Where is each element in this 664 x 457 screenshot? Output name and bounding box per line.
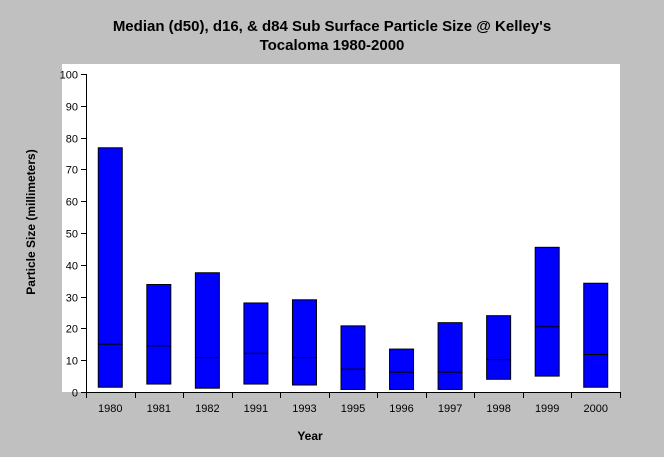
x-tick-label: 1995 (341, 403, 365, 415)
x-axis-title: Year (297, 429, 323, 443)
range-bar (486, 315, 512, 380)
range-bar (97, 147, 123, 388)
range-bar (146, 284, 172, 385)
x-axis-ticks: 1980 1981 1982 1991 1993 1995 1996 1997 1998 1999… (86, 392, 621, 415)
chart-title-line1: Median (d50), d16, & d84 Sub Surface Par… (113, 18, 551, 35)
range-bar (243, 302, 269, 385)
y-tick-label: 20 (66, 324, 78, 336)
range-bar (291, 299, 317, 386)
x-tick-label: 1982 (195, 403, 219, 415)
y-tick-label: 40 (66, 261, 78, 273)
range-bar (534, 246, 560, 377)
bars (97, 147, 609, 390)
y-tick-label: 80 (66, 134, 78, 146)
chart-title-line2: Tocaloma 1980-2000 (260, 37, 405, 54)
y-tick-label: 70 (66, 165, 78, 177)
y-tick-label: 0 (72, 388, 78, 400)
range-bar (340, 325, 366, 390)
x-tick-label: 1997 (438, 403, 462, 415)
x-tick-label: 1980 (98, 403, 122, 415)
y-tick-label: 10 (66, 356, 78, 368)
range-bar (194, 272, 220, 389)
y-tick-label: 100 (60, 70, 78, 82)
y-tick-label: 90 (66, 102, 78, 114)
y-tick-label: 30 (66, 293, 78, 305)
x-tick-label: 1999 (535, 403, 559, 415)
y-axis-ticks: 0 10 20 30 40 50 60 70 80 90 100 (60, 70, 86, 400)
x-tick-label: 1991 (244, 403, 268, 415)
x-tick-label: 1996 (389, 403, 413, 415)
x-tick-label: 2000 (583, 403, 607, 415)
y-axis-title: Particle Size (millimeters) (24, 149, 38, 294)
x-tick-label: 1981 (147, 403, 171, 415)
range-bar (389, 348, 415, 390)
y-tick-label: 60 (66, 197, 78, 209)
y-tick-label: 50 (66, 229, 78, 241)
x-tick-label: 1993 (292, 403, 316, 415)
x-tick-label: 1998 (486, 403, 510, 415)
range-bar (437, 322, 463, 390)
range-bar (583, 282, 609, 388)
